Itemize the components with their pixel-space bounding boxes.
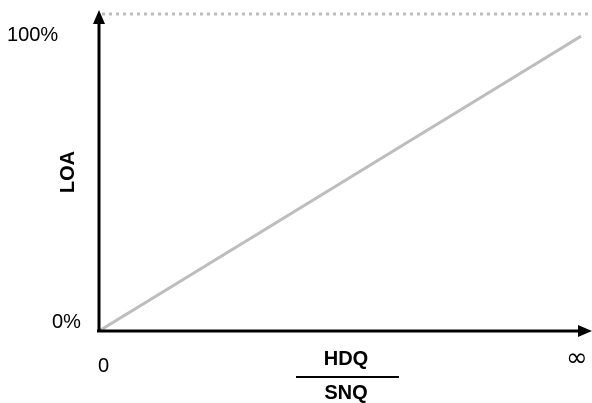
y-axis-label: LOA — [57, 151, 79, 193]
x-tick-label-min: 0 — [98, 355, 109, 377]
x-axis-arrowhead — [578, 325, 592, 337]
y-axis-arrowhead — [93, 10, 105, 24]
x-tick-label-max: ∞ — [566, 343, 588, 373]
x-axis-label-denominator: SNQ — [324, 382, 367, 403]
x-axis-label-numerator: HDQ — [324, 348, 368, 370]
series-line — [98, 34, 582, 333]
y-tick-label-max: 100% — [7, 24, 58, 46]
y-tick-label-min: 0% — [52, 311, 81, 333]
